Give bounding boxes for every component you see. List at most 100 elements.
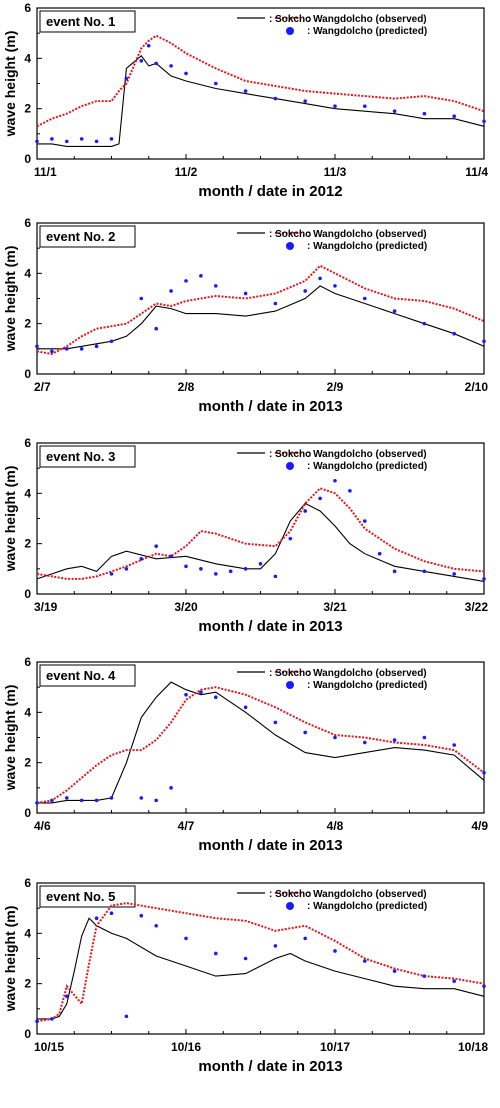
x-tick-label: 4/6 <box>34 819 51 833</box>
series-point-3 <box>199 690 203 694</box>
series-line-1 <box>37 917 485 1020</box>
series-point-3 <box>139 296 144 301</box>
series-point-3 <box>109 137 114 141</box>
x-tick-label: 11/2 <box>175 165 198 179</box>
series-point-3 <box>243 567 248 571</box>
series-point-3 <box>79 347 84 351</box>
event-label-box <box>39 225 136 248</box>
series-point-3 <box>214 695 218 700</box>
series-point-3 <box>228 569 233 574</box>
series-point-3 <box>65 347 69 351</box>
y-tick-label: 0 <box>24 806 31 820</box>
series-line-2 <box>36 686 485 804</box>
series-point-3 <box>184 279 188 283</box>
series-point-3 <box>50 137 54 141</box>
series-point-3 <box>50 798 54 803</box>
x-tick-label: 4/7 <box>178 819 195 833</box>
y-tick-label: 2 <box>24 102 31 116</box>
series-line-1 <box>37 285 485 350</box>
series-point-3 <box>318 496 322 501</box>
series-point-3 <box>273 720 278 725</box>
series-point-3 <box>35 801 39 805</box>
series-point-3 <box>50 1017 54 1021</box>
series-point-3 <box>377 551 382 556</box>
legend-entry-label: : Wangdolcho (observed) <box>307 668 427 679</box>
series-point-3 <box>169 554 173 559</box>
series-point-3 <box>243 89 248 93</box>
series-point-3 <box>303 936 308 941</box>
y-tick-label: 0 <box>24 367 31 381</box>
y-tick-label: 6 <box>24 436 31 450</box>
x-axis-title: month / date in 2013 <box>198 837 342 854</box>
y-tick-label: 2 <box>24 756 31 770</box>
series-line-1 <box>37 681 485 804</box>
series-point-3 <box>243 956 248 961</box>
series-point-3 <box>363 959 367 963</box>
legend-entry-label: : Wangdolcho (predicted) <box>307 241 427 252</box>
y-tick-label: 2 <box>24 537 31 551</box>
event-label-box <box>39 885 136 908</box>
x-axis-title: month / date in 2013 <box>198 398 342 415</box>
series-point-3 <box>154 798 158 803</box>
x-tick-label: 4/9 <box>471 819 488 833</box>
legend-entry-label: : Sokcho <box>269 668 311 679</box>
x-tick-label: 3/19 <box>34 600 58 614</box>
series-point-3 <box>288 536 293 541</box>
series-point-3 <box>333 478 337 483</box>
series-point-3 <box>422 321 427 326</box>
series-point-3 <box>199 274 203 278</box>
series-point-3 <box>243 705 248 710</box>
series-point-3 <box>452 572 457 576</box>
y-tick-label: 2 <box>24 977 31 991</box>
series-point-3 <box>422 111 427 116</box>
series-point-3 <box>273 96 278 101</box>
series-point-3 <box>363 740 367 745</box>
x-tick-label: 3/22 <box>465 600 489 614</box>
series-point-3 <box>333 949 337 953</box>
event-label-box <box>39 664 136 687</box>
series-point-3 <box>482 339 486 344</box>
series-point-3 <box>214 284 218 288</box>
series-point-3 <box>303 730 308 735</box>
y-tick-label: 0 <box>24 1027 31 1041</box>
event-label: event No. 3 <box>46 449 115 464</box>
series-point-3 <box>65 139 69 144</box>
x-tick-label: 11/1 <box>34 165 57 179</box>
legend-entry-label: : Wangdolcho (observed) <box>307 889 427 900</box>
series-point-3 <box>94 139 99 144</box>
series-point-3 <box>482 984 486 988</box>
series-point-3 <box>109 911 114 915</box>
series-line-1 <box>36 502 485 582</box>
event-label: event No. 4 <box>46 668 116 683</box>
series-point-3 <box>273 574 278 579</box>
series-point-3 <box>452 114 457 119</box>
series-point-3 <box>184 564 188 569</box>
chart-panel-2: 0 2 4 6 2/7 2/8 2/9 2/10 month / date in 2013 wav… <box>2 216 488 415</box>
series-point-3 <box>392 109 397 113</box>
x-tick-label: 2/10 <box>465 380 489 394</box>
series-point-3 <box>392 309 397 313</box>
series-point-3 <box>303 509 308 513</box>
y-tick-label: 6 <box>24 1 31 15</box>
series-point-3 <box>243 291 248 296</box>
series-point-3 <box>199 567 203 571</box>
event-label: event No. 2 <box>46 229 115 244</box>
legend-swatch-marker <box>286 242 294 250</box>
series-point-3 <box>482 119 486 124</box>
series-line-1 <box>37 55 485 147</box>
series-line-2 <box>36 902 485 1023</box>
chart-panel-3: 0 2 4 6 3/19 3/20 3/21 3/22 month / date in 2013… <box>2 436 488 635</box>
series-point-3 <box>146 43 151 48</box>
series-point-3 <box>94 798 99 803</box>
series-point-3 <box>65 796 69 800</box>
series-point-3 <box>318 276 322 281</box>
legend-entry-label: : Wangdolcho (observed) <box>307 449 427 460</box>
series-point-3 <box>154 61 158 66</box>
series-point-3 <box>139 556 144 561</box>
series-point-3 <box>303 289 308 293</box>
series-point-3 <box>35 1019 39 1024</box>
legend-swatch-marker <box>286 681 294 689</box>
series-point-3 <box>258 562 263 566</box>
legend-entry-label: : Sokcho <box>269 14 311 25</box>
